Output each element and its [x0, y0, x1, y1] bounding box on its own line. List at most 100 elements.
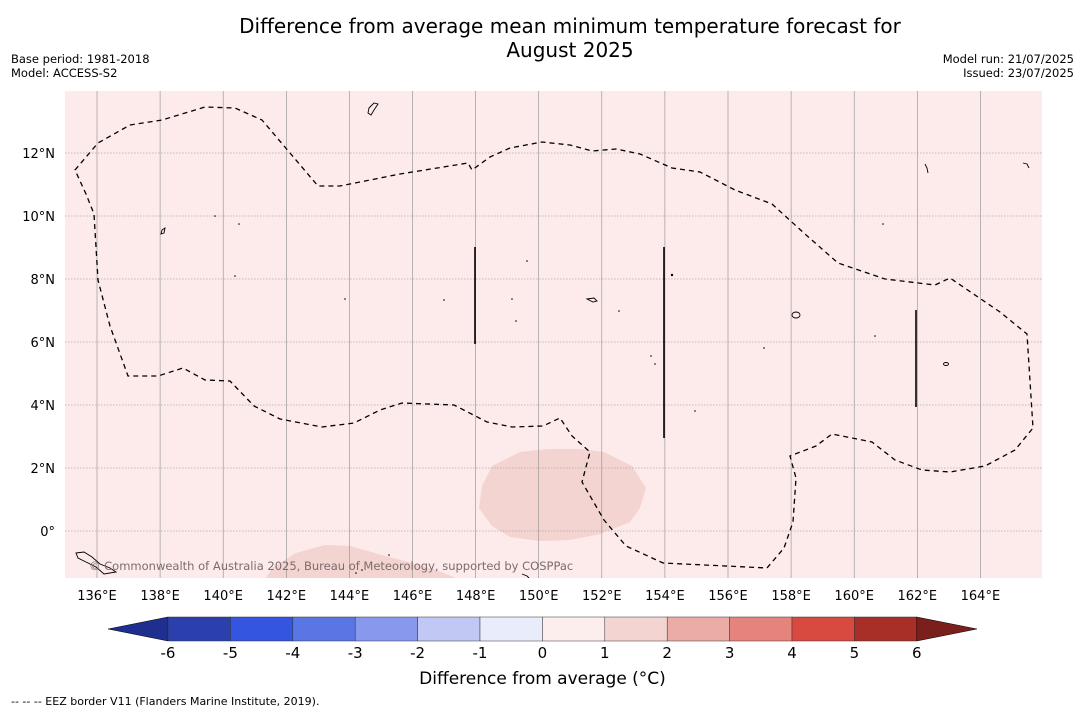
island: [1022, 162, 1030, 169]
meta-right: Model run: 21/07/2025 Issued: 23/07/2025: [943, 52, 1074, 80]
longitude-label: 146°E: [393, 589, 433, 604]
longitude-label: 138°E: [140, 589, 180, 604]
eez-border-main: [74, 106, 1034, 569]
colorbar-segment: [167, 616, 231, 642]
colorbar-segment: [292, 616, 356, 642]
islet: [654, 363, 656, 365]
issued-text: Issued: 23/07/2025: [963, 66, 1074, 80]
island: [160, 227, 166, 235]
islet: [618, 310, 620, 312]
colorbar-tick: 1: [600, 644, 610, 662]
base-period-text: Base period: 1981-2018: [11, 52, 150, 66]
colorbar-segment: [791, 616, 855, 642]
longitude-label: 156°E: [708, 589, 748, 604]
longitude-label: 162°E: [898, 589, 938, 604]
colorbar-extend-low: [107, 616, 169, 642]
longitude-label: 158°E: [771, 589, 811, 604]
colorbar-segment: [354, 616, 418, 642]
islet: [763, 347, 765, 349]
colorbar-tick: 3: [725, 644, 735, 662]
longitude-label: 140°E: [203, 589, 243, 604]
longitude-label: 148°E: [456, 589, 496, 604]
small-islands: [214, 215, 884, 574]
island: [367, 102, 379, 116]
colorbar-tick: 0: [538, 644, 548, 662]
map-content: © Commonwealth of Australia 2025, Bureau…: [65, 91, 1042, 578]
islet: [526, 260, 528, 262]
islet: [361, 569, 363, 571]
latitude-labels: 12°N 10°N 8°N 6°N 4°N 2°N 0°: [22, 147, 55, 540]
colorbar-tick: 4: [787, 644, 797, 662]
islet: [650, 355, 652, 357]
colorbar-segment: [729, 616, 793, 642]
colorbar-segment: [666, 616, 730, 642]
latitude-label: 8°N: [31, 273, 56, 288]
islet: [882, 223, 884, 225]
latitude-label: 10°N: [22, 210, 55, 225]
island: [585, 297, 598, 303]
islet: [670, 273, 674, 277]
colorbar-label: Difference from average (°C): [419, 669, 666, 689]
longitude-label: 152°E: [582, 589, 622, 604]
islet: [214, 215, 216, 217]
colorbar-extend-high: [916, 616, 978, 642]
longitude-label: 164°E: [961, 589, 1001, 604]
colorbar-tick-labels: -6 -5 -4 -3 -2 -1 0 1 2 3 4 5 6: [161, 644, 922, 662]
model-run-text: Model run: 21/07/2025: [942, 52, 1074, 66]
colorbar-tick: 6: [912, 644, 922, 662]
latitude-label: 6°N: [31, 336, 56, 351]
longitude-label: 136°E: [77, 589, 117, 604]
gridlines: [65, 91, 1042, 578]
islet: [344, 298, 346, 300]
anomaly-patch: [479, 449, 646, 541]
latitude-label: 0°: [40, 525, 55, 540]
island: [943, 362, 949, 366]
island: [75, 551, 118, 575]
anomaly-patch: [266, 545, 456, 578]
island: [521, 573, 530, 578]
colorbar-segment: [479, 616, 543, 642]
islands: [75, 102, 1030, 578]
island: [924, 163, 929, 174]
colorbar-tick: -3: [348, 644, 363, 662]
islet: [234, 275, 236, 277]
title-line-1: Difference from average mean minimum tem…: [239, 14, 901, 38]
colorbar-tick: 5: [850, 644, 860, 662]
colorbar-segment: [542, 616, 606, 642]
islet: [874, 335, 876, 337]
islet: [694, 410, 696, 412]
longitude-label: 150°E: [519, 589, 559, 604]
colorbar-segment: [230, 616, 294, 642]
latitude-label: 12°N: [22, 147, 55, 162]
copyright-text: © Commonwealth of Australia 2025, Bureau…: [89, 559, 573, 573]
islet: [511, 298, 513, 300]
longitude-label: 144°E: [330, 589, 370, 604]
colorbar-segment: [604, 616, 668, 642]
longitude-labels: 136°E 138°E 140°E 142°E 144°E 146°E 148°E 150°E…: [77, 589, 1000, 604]
longitude-label: 154°E: [645, 589, 685, 604]
model-text: Model: ACCESS-S2: [11, 66, 118, 80]
colorbar-segment: [854, 616, 918, 642]
colorbar: [107, 616, 978, 642]
colorbar-tick: -5: [223, 644, 238, 662]
title-line-2: August 2025: [506, 38, 634, 62]
latitude-label: 4°N: [31, 399, 56, 414]
islet: [443, 299, 445, 301]
colorbar-segment: [417, 616, 481, 642]
islet: [388, 554, 390, 556]
longitude-label: 142°E: [267, 589, 307, 604]
islet: [355, 572, 357, 574]
colorbar-tick: -6: [161, 644, 176, 662]
map-title: Difference from average mean minimum tem…: [200, 14, 940, 62]
colorbar-tick: -2: [410, 644, 425, 662]
island: [791, 311, 801, 319]
eez-legend-note: -- -- -- EEZ border V11 (Flanders Marine…: [11, 695, 320, 708]
colorbar-tick: -1: [473, 644, 488, 662]
islet: [515, 320, 517, 322]
colorbar-tick: -4: [285, 644, 300, 662]
colorbar-tick: 2: [662, 644, 672, 662]
meta-left: Base period: 1981-2018 Model: ACCESS-S2: [11, 52, 150, 80]
longitude-label: 160°E: [834, 589, 874, 604]
islet: [238, 223, 240, 225]
